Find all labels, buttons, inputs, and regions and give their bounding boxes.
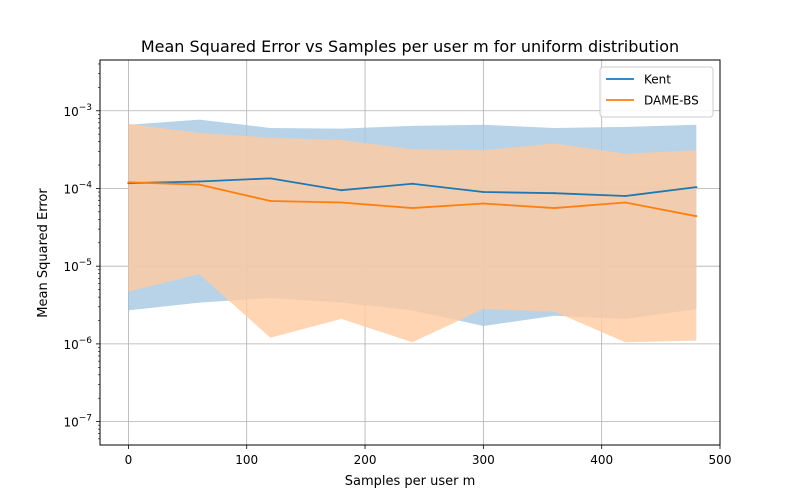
data-point-dame-bs: [624, 201, 627, 204]
data-point-dame-bs: [482, 202, 485, 205]
legend-label: Kent: [644, 73, 671, 87]
x-tick-label: 500: [709, 453, 732, 467]
data-point-dame-bs: [198, 183, 201, 186]
data-point-kent: [411, 182, 414, 185]
data-point-kent: [198, 180, 201, 183]
y-tick-exponent: −6: [79, 336, 93, 346]
data-point-dame-bs: [695, 215, 698, 218]
x-tick-label: 100: [235, 453, 258, 467]
y-tick-base: 10: [63, 182, 78, 196]
data-point-kent: [482, 191, 485, 194]
y-tick-label: 10−6: [63, 336, 92, 352]
y-tick-base: 10: [63, 105, 78, 119]
legend: Kent DAME-BS: [599, 66, 714, 118]
data-point-dame-bs: [411, 207, 414, 210]
x-tick-label: 400: [590, 453, 613, 467]
x-tick-label: 200: [354, 453, 377, 467]
y-tick-exponent: −4: [79, 180, 93, 190]
y-tick-exponent: −5: [79, 258, 92, 268]
data-point-dame-bs: [553, 207, 556, 210]
y-tick-label: 10−4: [63, 180, 92, 196]
y-tick-base: 10: [63, 338, 78, 352]
x-tick-label: 300: [472, 453, 495, 467]
axes-frame: [99, 59, 721, 446]
y-axis-label: Mean Squared Error: [36, 188, 51, 318]
x-axis-label: Samples per user m: [345, 474, 476, 489]
data-point-dame-bs: [269, 199, 272, 202]
data-point-kent: [553, 192, 556, 195]
legend-label: DAME-BS: [644, 94, 699, 108]
data-point-dame-bs: [127, 181, 130, 184]
y-tick-exponent: −7: [79, 414, 92, 424]
y-tick-base: 10: [63, 416, 78, 430]
y-tick-label: 10−7: [63, 414, 92, 430]
y-tick-base: 10: [63, 260, 78, 274]
data-point-kent: [695, 186, 698, 189]
y-tick-label: 10−5: [63, 258, 92, 274]
data-point-dame-bs: [340, 201, 343, 204]
data-point-kent: [340, 189, 343, 192]
data-point-kent: [269, 177, 272, 180]
y-tick-exponent: −3: [79, 103, 92, 113]
x-tick-label: 0: [125, 453, 133, 467]
data-point-kent: [624, 195, 627, 198]
chart-title: Mean Squared Error vs Samples per user m…: [141, 37, 679, 56]
series-lines: [127, 177, 698, 218]
y-tick-label: 10−3: [63, 103, 92, 119]
